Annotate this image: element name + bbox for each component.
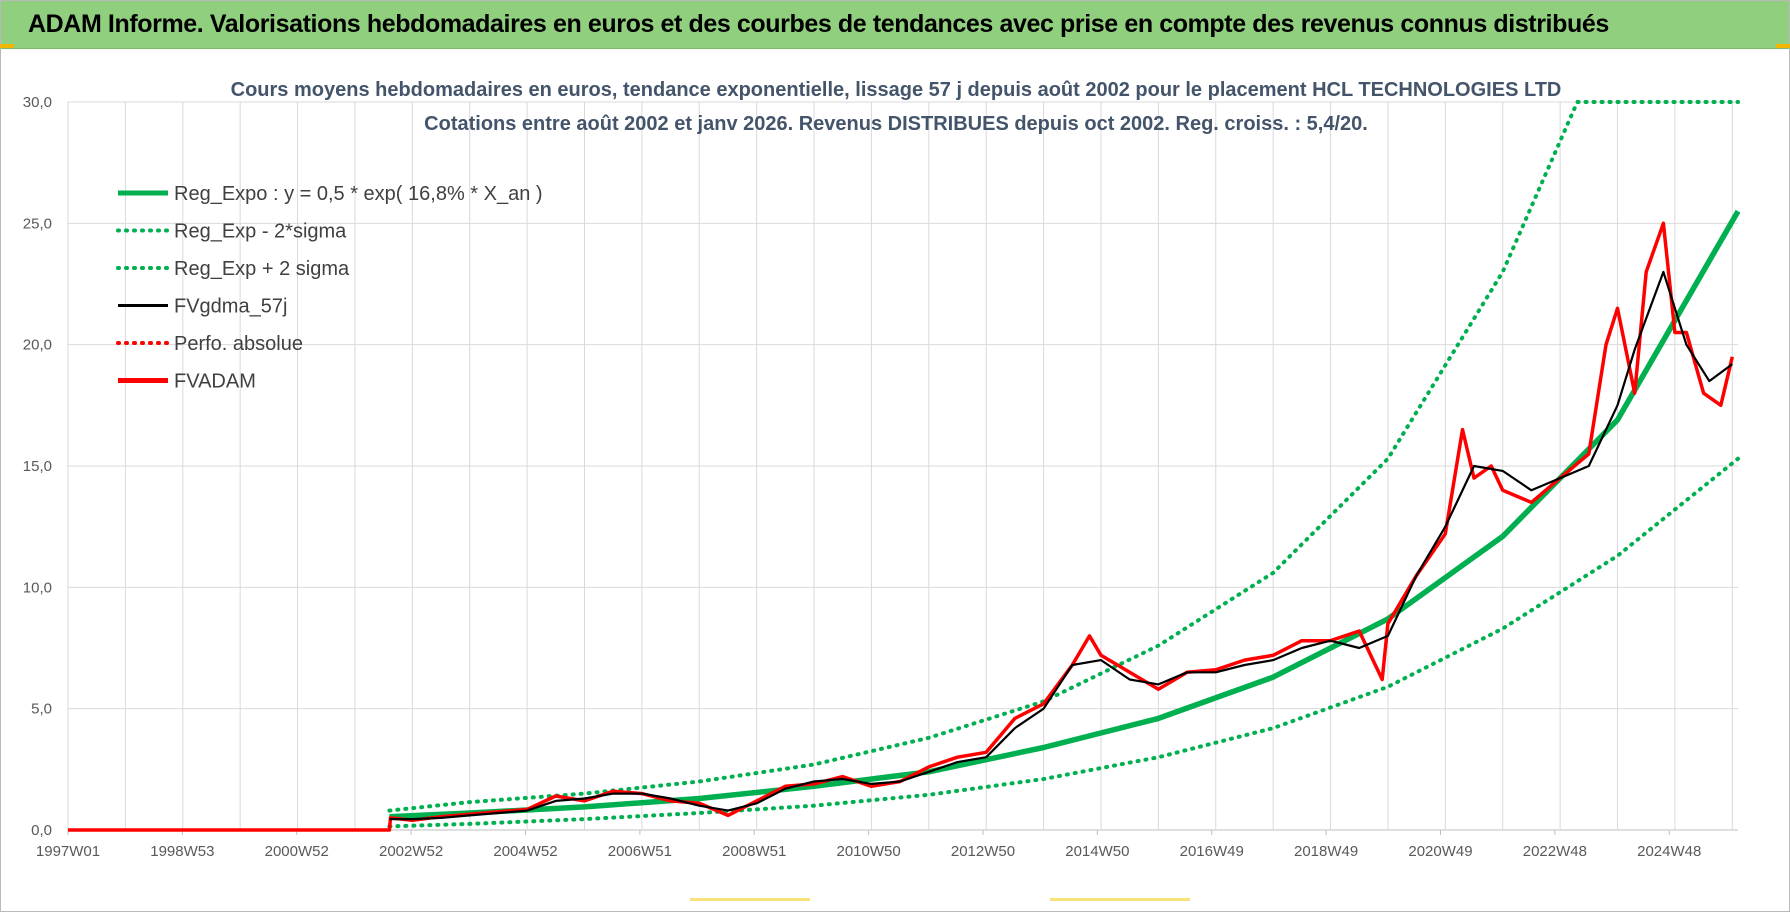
corner-mark-top-right xyxy=(1776,44,1790,48)
corner-mark-top-left xyxy=(0,44,14,48)
legend-label: Perfo. absolue xyxy=(174,333,303,355)
x-tick-label: 2012W50 xyxy=(951,843,1015,860)
chart: 0,0 5,0 10,0 15,0 20,0 25,0 30,0 1997W01 1998W5… xyxy=(23,79,1741,860)
series-line xyxy=(387,100,1740,813)
y-tick-label: 30,0 xyxy=(23,94,52,111)
x-axis-ticks: 1997W01 1998W53 2000W52 2002W52 2004W52 2006W… xyxy=(36,830,1701,860)
legend-label: Reg_Exp - 2*sigma xyxy=(174,221,347,243)
legend-label: Reg_Expo : y = 0,5 * exp( 16,8% * X_an ) xyxy=(174,183,543,205)
x-tick-label: 2018W49 xyxy=(1294,843,1358,860)
grid xyxy=(67,101,1738,831)
x-tick-label: 2000W52 xyxy=(265,843,329,860)
chart-title-line-2: Cotations entre août 2002 et janv 2026. … xyxy=(424,113,1368,135)
x-tick-label: 2004W52 xyxy=(493,843,557,860)
x-tick-label: 2016W49 xyxy=(1180,843,1244,860)
series-group xyxy=(68,100,1741,832)
legend-label: Reg_Exp + 2 sigma xyxy=(174,258,350,280)
banner-title: ADAM Informe. Valorisations hebdomadaire… xyxy=(28,10,1609,38)
decorative-mark xyxy=(690,898,810,901)
chart-title-line-1: Cours moyens hebdomadaires en euros, ten… xyxy=(231,79,1562,101)
y-axis-ticks: 0,0 5,0 10,0 15,0 20,0 25,0 30,0 xyxy=(23,94,52,839)
x-tick-label: 2008W51 xyxy=(722,843,786,860)
y-tick-label: 5,0 xyxy=(31,701,52,718)
banner: ADAM Informe. Valorisations hebdomadaire… xyxy=(1,1,1789,49)
x-tick-label: 2010W50 xyxy=(837,843,901,860)
y-tick-label: 15,0 xyxy=(23,458,52,475)
legend-label: FVADAM xyxy=(174,371,256,393)
legend-label: FVgdma_57j xyxy=(174,296,287,318)
x-tick-label: 1997W01 xyxy=(36,843,100,860)
y-tick-label: 0,0 xyxy=(31,822,52,839)
y-tick-label: 25,0 xyxy=(23,215,52,232)
y-tick-label: 10,0 xyxy=(23,579,52,596)
series-line xyxy=(387,456,1740,829)
x-tick-label: 2002W52 xyxy=(379,843,443,860)
x-tick-label: 1998W53 xyxy=(150,843,214,860)
x-tick-label: 2022W48 xyxy=(1523,843,1587,860)
decorative-mark xyxy=(1050,898,1190,901)
series-line xyxy=(68,221,1735,832)
series-line xyxy=(389,209,1741,820)
x-tick-label: 2014W50 xyxy=(1065,843,1129,860)
x-tick-label: 2020W49 xyxy=(1408,843,1472,860)
x-tick-label: 2006W51 xyxy=(608,843,672,860)
y-tick-label: 20,0 xyxy=(23,337,52,354)
x-tick-label: 2024W48 xyxy=(1637,843,1701,860)
series-line xyxy=(389,270,1733,821)
legend: Reg_Expo : y = 0,5 * exp( 16,8% * X_an )… xyxy=(116,183,543,393)
